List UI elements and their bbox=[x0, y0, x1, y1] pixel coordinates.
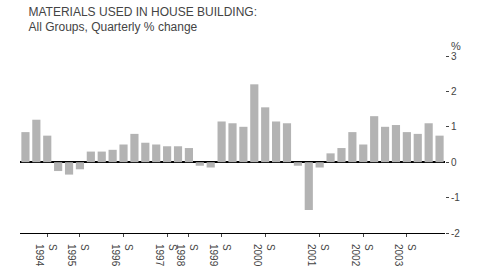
svg-text:0: 0 bbox=[451, 157, 457, 168]
svg-text:S1996: S1996 bbox=[110, 244, 134, 267]
svg-text:3: 3 bbox=[451, 51, 457, 62]
svg-text:S1998: S1998 bbox=[175, 244, 199, 267]
svg-text:S2003: S2003 bbox=[393, 244, 417, 267]
svg-text:S1995: S1995 bbox=[66, 244, 90, 267]
svg-text:S1999: S1999 bbox=[208, 244, 232, 267]
svg-text:1: 1 bbox=[451, 121, 457, 132]
svg-text:S2002: S2002 bbox=[350, 244, 374, 267]
svg-text:S1994: S1994 bbox=[34, 244, 58, 267]
svg-text:-2: -2 bbox=[451, 228, 460, 239]
svg-text:%: % bbox=[451, 40, 461, 52]
svg-text:-1: -1 bbox=[451, 192, 460, 203]
svg-text:MATERIALS USED IN HOUSE BUILDI: MATERIALS USED IN HOUSE BUILDING:All Gro… bbox=[29, 5, 258, 35]
svg-text:S1997: S1997 bbox=[154, 244, 178, 267]
svg-text:S2001: S2001 bbox=[306, 244, 330, 267]
svg-text:2: 2 bbox=[451, 86, 457, 97]
svg-text:S2000: S2000 bbox=[252, 244, 276, 267]
